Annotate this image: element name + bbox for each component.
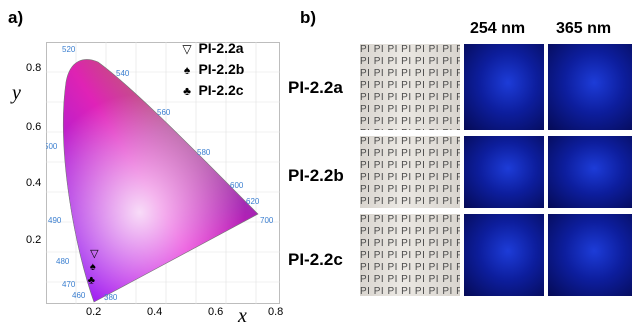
row-label-pi-2-2c: PI-2.2c	[288, 250, 343, 269]
sheet-text: PI PI PI PI PI PI PI PI PI PI PI PI PI P…	[360, 214, 460, 296]
wavelength-label: 700	[260, 216, 274, 225]
x-tick-label: 0.8	[268, 306, 284, 318]
legend: ▽ PI-2.2a ♠ PI-2.2b ♣ PI-2.2c	[180, 40, 244, 103]
triangle-marker-icon: ▽	[182, 42, 192, 56]
x-tick-label: 0.4	[147, 306, 163, 318]
wavelength-label: 600	[230, 181, 244, 190]
legend-entry: ♠ PI-2.2b	[180, 61, 245, 82]
wavelength-label: 500	[46, 142, 58, 151]
club-marker-icon: ♣	[183, 84, 191, 98]
wavelength-label: 480	[56, 257, 70, 266]
legend-entry: ♣ PI-2.2c	[180, 82, 244, 103]
spade-marker-icon: ♠	[183, 63, 191, 77]
photo-pi-2-2b-254nm	[464, 136, 544, 208]
wavelength-label: 540	[116, 69, 130, 78]
photo-pi-2-2b-daylight: PI PI PI PI PI PI PI PI PI PI PI PI PI P…	[360, 136, 460, 208]
panel-b-label: b)	[300, 8, 317, 27]
photo-pi-2-2c-254nm	[464, 214, 544, 296]
panel-a-label: a)	[8, 8, 24, 27]
column-header-254nm: 254 nm	[470, 20, 526, 37]
data-point-pi-2-2a: ▽	[90, 248, 99, 260]
photo-pi-2-2a-254nm	[464, 44, 544, 130]
plot-frame	[46, 42, 280, 304]
photo-pi-2-2b-365nm	[548, 136, 632, 208]
row-label-pi-2-2b: PI-2.2b	[288, 166, 344, 185]
legend-label: PI-2.2b	[198, 61, 245, 77]
wavelength-label: 560	[157, 108, 171, 117]
row-label-pi-2-2a: PI-2.2a	[288, 78, 343, 97]
wavelength-label: 490	[48, 216, 62, 225]
wavelength-label: 520	[62, 45, 76, 54]
x-tick-label: 0.6	[208, 306, 224, 318]
wavelength-label: 380	[104, 293, 118, 302]
y-tick-label: 0.8	[26, 62, 42, 74]
wavelength-label: 620	[246, 197, 260, 206]
x-axis-label: x	[238, 305, 247, 327]
data-point-pi-2-2b: ♠	[90, 261, 96, 273]
y-axis-label: y	[12, 82, 21, 104]
wavelength-label: 580	[197, 148, 211, 157]
photo-pi-2-2c-365nm	[548, 214, 632, 296]
photo-pi-2-2a-365nm	[548, 44, 632, 130]
y-tick-label: 0.6	[26, 121, 42, 133]
x-tick-label: 0.2	[86, 306, 102, 318]
photo-pi-2-2c-daylight: PI PI PI PI PI PI PI PI PI PI PI PI PI P…	[360, 214, 460, 296]
photo-pi-2-2a-daylight: PI PI PI PI PI PI PI PI PI PI PI PI PI P…	[360, 44, 460, 130]
wavelength-label: 460	[72, 291, 86, 300]
spectral-locus-outline	[63, 59, 259, 303]
legend-label: PI-2.2a	[198, 40, 244, 56]
legend-entry: ▽ PI-2.2a	[180, 40, 244, 61]
data-point-pi-2-2c: ♣	[88, 274, 95, 286]
legend-label: PI-2.2c	[198, 82, 244, 98]
y-tick-label: 0.4	[26, 177, 42, 189]
sheet-text: PI PI PI PI PI PI PI PI PI PI PI PI PI P…	[360, 44, 460, 130]
sheet-text: PI PI PI PI PI PI PI PI PI PI PI PI PI P…	[360, 136, 460, 207]
cie-chromaticity-diagram: 520 540 560 580 600 620 700 500 490 480 …	[46, 42, 280, 304]
column-header-365nm: 365 nm	[556, 20, 612, 37]
wavelength-label: 470	[62, 280, 76, 289]
y-tick-label: 0.2	[26, 234, 42, 246]
